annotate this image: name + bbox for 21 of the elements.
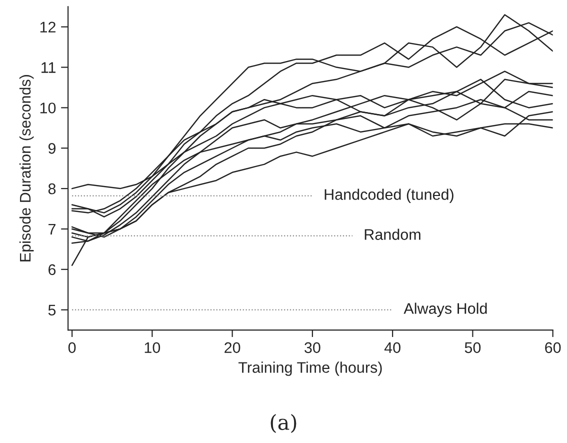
series-label: Handcoded (tuned) xyxy=(324,188,454,203)
y-axis-title: Episode Duration (seconds) xyxy=(19,75,34,262)
x-tick-label: 20 xyxy=(224,342,240,354)
series-label: Random xyxy=(364,228,420,240)
x-tick-label: 10 xyxy=(144,342,160,354)
text: (a) xyxy=(270,414,296,434)
y-tick-label: 12 xyxy=(40,22,56,32)
series-label: Always Hold xyxy=(404,302,487,317)
y-tick-label: 10 xyxy=(40,102,56,114)
x-tick-label: 0 xyxy=(68,342,76,354)
x-axis-title: Training Time (hours) xyxy=(238,362,382,376)
x-tick-label: 30 xyxy=(304,342,320,354)
y-tick-label: 11 xyxy=(42,62,56,73)
y-tick-label: 7 xyxy=(48,224,56,235)
y-tick-label: 8 xyxy=(48,183,56,194)
x-tick-label: 60 xyxy=(545,342,561,354)
x-tick-label: 40 xyxy=(384,342,400,354)
y-tick-label: 5 xyxy=(48,304,56,316)
y-tick-label: 9 xyxy=(48,142,56,154)
y-tick-label: 6 xyxy=(48,264,56,276)
x-tick-label: 50 xyxy=(464,342,481,354)
